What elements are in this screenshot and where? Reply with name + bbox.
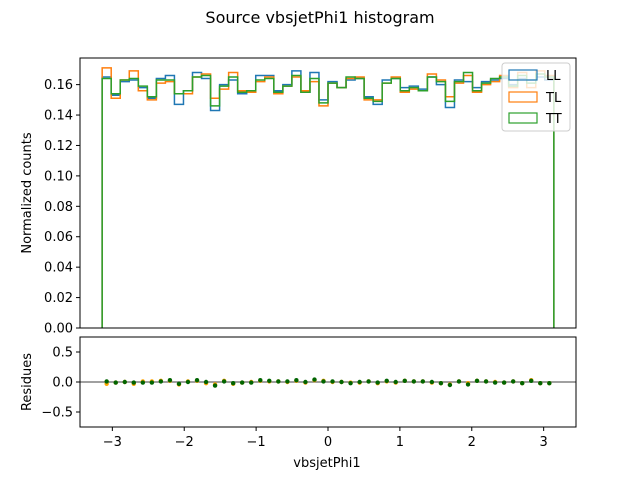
histogram-y-tick-label: 0.12 xyxy=(44,139,73,154)
residue-point xyxy=(483,379,489,384)
residue-point xyxy=(339,379,344,385)
residue-point xyxy=(393,379,398,385)
histogram-y-ticks: 0.00 0.02 0.04 0.06 0.08 0.10 0.12 0.14 0.16 xyxy=(44,78,80,337)
x-tick-label: 1 xyxy=(396,435,404,450)
histogram-y-tick-label: 0.00 xyxy=(44,322,73,337)
residue-point xyxy=(348,381,353,386)
histogram-axes-frame xyxy=(79,57,577,329)
residue-point xyxy=(429,379,435,385)
residues-y-tick-label: 0.5 xyxy=(52,346,73,361)
residue-point xyxy=(140,380,146,385)
residues-y-ticks: −0.5 0.0 0.5 xyxy=(41,346,80,421)
residue-point xyxy=(447,382,453,388)
residue-point xyxy=(510,379,516,384)
histogram-y-tick-label: 0.14 xyxy=(44,109,73,124)
residue-point xyxy=(456,379,462,384)
residue-point xyxy=(122,379,127,385)
residue-point xyxy=(167,378,173,383)
residue-point xyxy=(113,380,118,385)
residue-point xyxy=(411,379,417,384)
histogram-y-axis-label: Normalized counts xyxy=(20,132,35,254)
residue-point xyxy=(221,379,227,384)
residue-point xyxy=(402,378,407,383)
residue-point xyxy=(149,380,155,385)
histogram-y-tick-label: 0.04 xyxy=(44,261,73,276)
residue-point xyxy=(239,380,245,385)
residue-point xyxy=(276,379,281,384)
figure-title: Source vbsjetPhi1 histogram xyxy=(205,8,434,27)
histogram-series-tt xyxy=(101,71,555,328)
residue-point xyxy=(158,379,164,384)
residue-point xyxy=(330,379,335,384)
residue-point xyxy=(303,379,308,385)
residues-x-ticks: −3 −2 −1 0 1 2 3 xyxy=(103,427,548,450)
histogram-y-tick-label: 0.08 xyxy=(44,200,73,215)
residue-point xyxy=(492,380,498,385)
residue-point xyxy=(420,379,426,384)
residues-points xyxy=(104,377,552,388)
residue-point xyxy=(321,379,326,384)
residues-y-axis-label: Residues xyxy=(20,353,35,411)
x-axis-label: vbsjetPhi1 xyxy=(293,456,360,471)
legend: LL TL TT xyxy=(501,62,571,132)
residue-point xyxy=(267,378,272,383)
residue-point xyxy=(194,378,200,383)
residue-point xyxy=(538,381,543,386)
legend-swatch-tl xyxy=(508,91,538,103)
legend-swatch-tt xyxy=(508,112,538,124)
residues-y-tick-label: 0.0 xyxy=(52,376,73,391)
legend-label-tl: TL xyxy=(545,91,562,106)
residue-point xyxy=(185,379,191,385)
residue-point xyxy=(438,381,444,386)
residue-point xyxy=(249,380,254,385)
residue-point xyxy=(474,378,480,383)
legend-label-ll: LL xyxy=(546,69,561,84)
histogram-series-group xyxy=(101,67,555,328)
residue-point xyxy=(520,381,525,386)
residues-panel: −0.5 0.0 0.5 −3 −2 −1 0 1 2 3 Residues vbsjetPhi… xyxy=(20,336,577,471)
residue-point xyxy=(501,380,507,385)
residue-point xyxy=(547,381,552,386)
residue-point xyxy=(176,381,182,386)
residue-point xyxy=(366,379,371,384)
residue-point xyxy=(230,381,236,386)
residue-point xyxy=(529,378,534,383)
residue-point xyxy=(212,383,218,388)
residue-point xyxy=(203,379,209,385)
histogram-y-tick-label: 0.06 xyxy=(44,230,73,245)
legend-label-tt: TT xyxy=(545,112,562,127)
histogram-y-tick-label: 0.16 xyxy=(44,78,73,93)
residue-point xyxy=(375,380,380,385)
residues-y-tick-label: −0.5 xyxy=(41,406,73,421)
legend-swatch-ll xyxy=(508,69,538,81)
x-tick-label: −1 xyxy=(247,435,266,450)
residue-point xyxy=(357,379,362,385)
residue-point xyxy=(258,378,263,383)
residue-point xyxy=(384,378,389,383)
x-tick-label: 2 xyxy=(468,435,476,450)
residue-point xyxy=(465,382,471,387)
histogram-y-tick-label: 0.10 xyxy=(44,169,73,184)
residue-point xyxy=(312,377,317,382)
residue-point xyxy=(294,378,299,383)
residue-point xyxy=(131,380,136,385)
x-tick-label: 3 xyxy=(540,435,548,450)
x-tick-label: −3 xyxy=(103,435,122,450)
histogram-y-tick-label: 0.02 xyxy=(44,291,73,306)
residue-point xyxy=(285,379,290,384)
residue-point xyxy=(104,379,109,384)
histogram-panel: 0.00 0.02 0.04 0.06 0.08 0.10 0.12 0.14 0.16 Nor… xyxy=(20,57,577,337)
x-tick-label: 0 xyxy=(324,435,332,450)
x-tick-label: −2 xyxy=(175,435,194,450)
